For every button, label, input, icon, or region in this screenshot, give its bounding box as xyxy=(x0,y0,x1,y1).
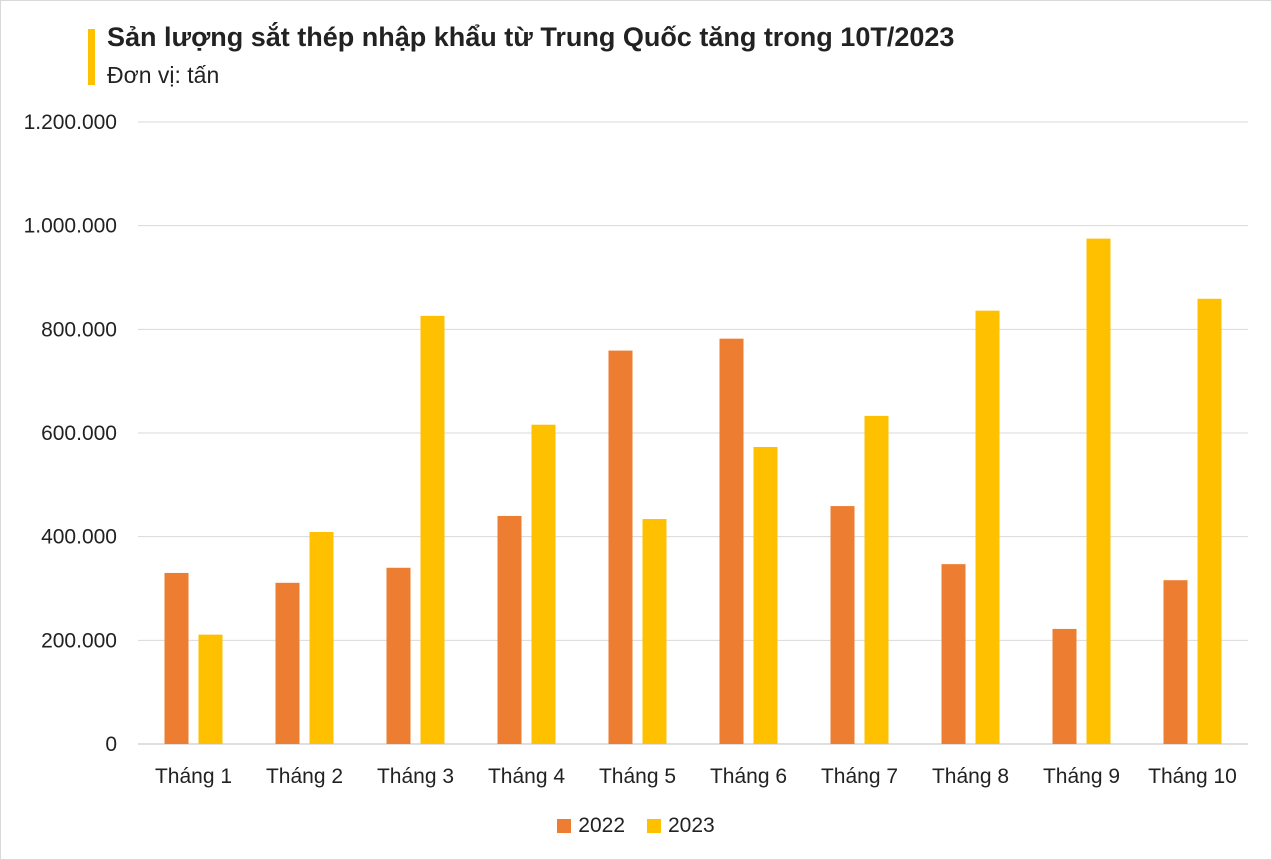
bar-2023-2 xyxy=(309,532,334,744)
x-tick-label: Tháng 4 xyxy=(488,765,565,788)
bar-2023-10 xyxy=(1197,298,1222,744)
bar-2022-6 xyxy=(719,338,744,744)
y-tick-label: 400.000 xyxy=(41,526,117,549)
legend-swatch-2023 xyxy=(647,819,661,833)
y-tick-label: 1.200.000 xyxy=(24,111,117,134)
y-tick-label: 200.000 xyxy=(41,629,117,652)
x-tick-label: Tháng 2 xyxy=(266,765,343,788)
x-tick-label: Tháng 10 xyxy=(1148,765,1237,788)
bar-2022-3 xyxy=(386,567,411,744)
bar-2023-5 xyxy=(642,519,667,744)
x-tick-label: Tháng 7 xyxy=(821,765,898,788)
bar-2022-5 xyxy=(608,350,633,744)
x-tick-label: Tháng 8 xyxy=(932,765,1009,788)
bar-2023-4 xyxy=(531,424,556,744)
bar-2022-2 xyxy=(275,582,300,744)
bar-2022-9 xyxy=(1052,628,1077,744)
bar-2023-6 xyxy=(753,446,778,744)
x-tick-label: Tháng 3 xyxy=(377,765,454,788)
y-tick-label: 1.000.000 xyxy=(24,215,117,238)
legend-label-2023: 2023 xyxy=(668,814,715,837)
y-tick-label: 0 xyxy=(105,733,117,756)
y-tick-label: 600.000 xyxy=(41,422,117,445)
bar-2022-10 xyxy=(1163,580,1188,744)
legend-swatch-2022 xyxy=(557,819,572,833)
bar-2022-1 xyxy=(164,572,189,744)
bar-2023-9 xyxy=(1086,238,1111,744)
y-tick-label: 800.000 xyxy=(41,318,117,341)
x-tick-label: Tháng 9 xyxy=(1043,765,1120,788)
title-accent-bar xyxy=(88,29,95,85)
x-tick-label: Tháng 1 xyxy=(155,765,232,788)
bar-2023-3 xyxy=(420,315,445,744)
legend-item-2023: 2023 xyxy=(647,814,715,838)
bar-2023-8 xyxy=(975,310,1000,744)
x-tick-label: Tháng 5 xyxy=(599,765,676,788)
legend-item-2022: 2022 xyxy=(557,814,625,838)
chart-title: Sản lượng sắt thép nhập khẩu từ Trung Qu… xyxy=(107,22,955,52)
bar-2022-8 xyxy=(941,564,966,744)
x-tick-label: Tháng 6 xyxy=(710,765,787,788)
bar-2022-4 xyxy=(497,515,522,744)
legend-label-2022: 2022 xyxy=(578,814,625,837)
bar-2023-7 xyxy=(864,415,889,744)
bar-2022-7 xyxy=(830,506,855,744)
chart-subtitle: Đơn vị: tấn xyxy=(107,62,220,88)
bar-2023-1 xyxy=(198,634,223,744)
legend: 2022 2023 xyxy=(0,814,1272,838)
